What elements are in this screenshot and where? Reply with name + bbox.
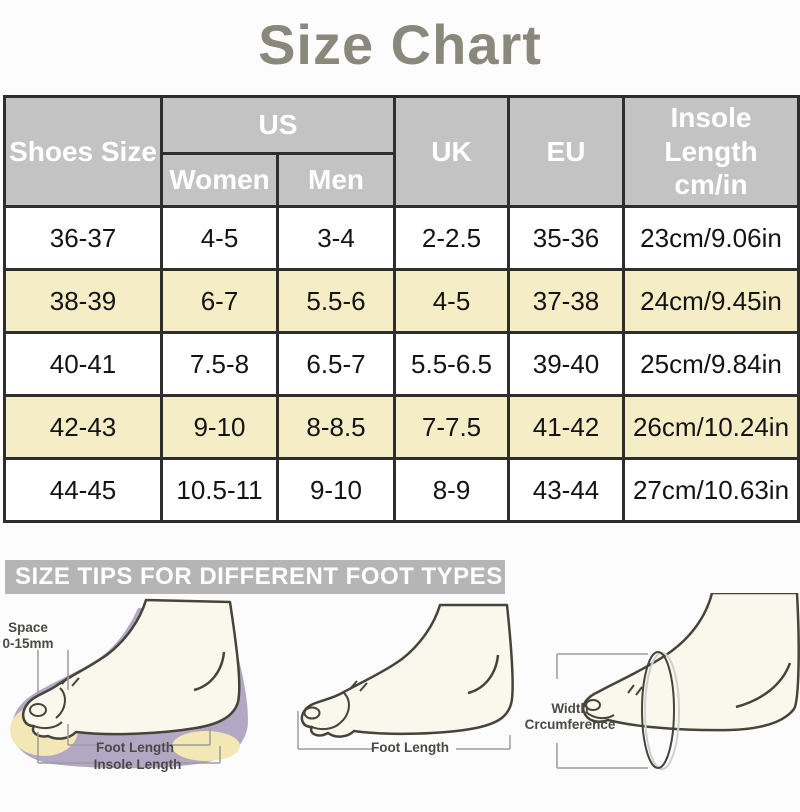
table-cell: 6.5-7 bbox=[276, 331, 396, 397]
table-row: 42-43 9-10 8-8.5 7-7.5 41-42 26cm/10.24i… bbox=[3, 394, 800, 460]
table-cell: 41-42 bbox=[507, 394, 625, 460]
table-cell: 43-44 bbox=[507, 457, 625, 523]
width-circumference-label-line2: Crcumference bbox=[524, 716, 616, 732]
header-us: US bbox=[160, 95, 396, 155]
foot-diagrams: Space 0-15mm Foot Length Insole Length F… bbox=[0, 593, 800, 803]
space-label: Space 0-15mm bbox=[0, 620, 60, 651]
space-label-line2: 0-15mm bbox=[2, 635, 54, 651]
table-cell: 39-40 bbox=[507, 331, 625, 397]
table-cell: 8-8.5 bbox=[276, 394, 396, 460]
header-insole-length-line1: Insole Length bbox=[664, 102, 758, 167]
table-cell: 10.5-11 bbox=[160, 457, 279, 523]
header-insole-length-line2: cm/in bbox=[674, 169, 748, 201]
size-chart-table: Shoes Size US UK EU Insole Length cm/in … bbox=[3, 95, 800, 523]
foot-length-label-middle: Foot Length bbox=[371, 740, 449, 755]
table-row: 44-45 10.5-11 9-10 8-9 43-44 27cm/10.63i… bbox=[3, 457, 800, 523]
table-cell: 27cm/10.63in bbox=[622, 457, 800, 523]
table-cell: 24cm/9.45in bbox=[622, 268, 800, 334]
table-cell: 7-7.5 bbox=[393, 394, 510, 460]
table-cell: 23cm/9.06in bbox=[622, 205, 800, 271]
header-insole-length: Insole Length cm/in bbox=[622, 95, 800, 208]
width-circumference-diagram bbox=[556, 593, 800, 770]
insole-length-label: Insole Length bbox=[93, 757, 182, 772]
table-cell: 4-5 bbox=[160, 205, 279, 271]
table-cell: 35-36 bbox=[507, 205, 625, 271]
table-cell: 6-7 bbox=[160, 268, 279, 334]
header-eu: EU bbox=[507, 95, 625, 208]
table-cell: 44-45 bbox=[3, 457, 163, 523]
width-circumference-label-line1: Width bbox=[551, 701, 589, 716]
table-cell: 9-10 bbox=[276, 457, 396, 523]
table-cell: 25cm/9.84in bbox=[622, 331, 800, 397]
tips-banner: SIZE TIPS FOR DIFFERENT FOOT TYPES bbox=[5, 560, 505, 594]
header-shoes-size: Shoes Size bbox=[3, 95, 163, 208]
header-us-women: Women bbox=[160, 152, 279, 208]
header-us-men: Men bbox=[276, 152, 396, 208]
table-row: 36-37 4-5 3-4 2-2.5 35-36 23cm/9.06in bbox=[3, 205, 800, 271]
foot-insole-diagram bbox=[10, 598, 248, 769]
table-cell: 26cm/10.24in bbox=[622, 394, 800, 460]
table-cell: 5.5-6 bbox=[276, 268, 396, 334]
width-circumference-label: Width Crcumference bbox=[505, 701, 635, 732]
table-cell: 8-9 bbox=[393, 457, 510, 523]
foot-length-label-left: Foot Length bbox=[96, 740, 174, 755]
table-cell: 3-4 bbox=[276, 205, 396, 271]
table-cell: 2-2.5 bbox=[393, 205, 510, 271]
space-label-line1: Space bbox=[8, 620, 48, 635]
table-cell: 40-41 bbox=[3, 331, 163, 397]
table-cell: 38-39 bbox=[3, 268, 163, 334]
table-cell: 37-38 bbox=[507, 268, 625, 334]
page-title: Size Chart bbox=[258, 13, 542, 76]
table-row: 38-39 6-7 5.5-6 4-5 37-38 24cm/9.45in bbox=[3, 268, 800, 334]
foot-length-diagram bbox=[297, 603, 514, 750]
table-cell: 5.5-6.5 bbox=[393, 331, 510, 397]
header-uk: UK bbox=[393, 95, 510, 208]
table-cell: 9-10 bbox=[160, 394, 279, 460]
table-cell: 4-5 bbox=[393, 268, 510, 334]
table-cell: 36-37 bbox=[3, 205, 163, 271]
table-row: 40-41 7.5-8 6.5-7 5.5-6.5 39-40 25cm/9.8… bbox=[3, 331, 800, 397]
table-cell: 7.5-8 bbox=[160, 331, 279, 397]
table-cell: 42-43 bbox=[3, 394, 163, 460]
